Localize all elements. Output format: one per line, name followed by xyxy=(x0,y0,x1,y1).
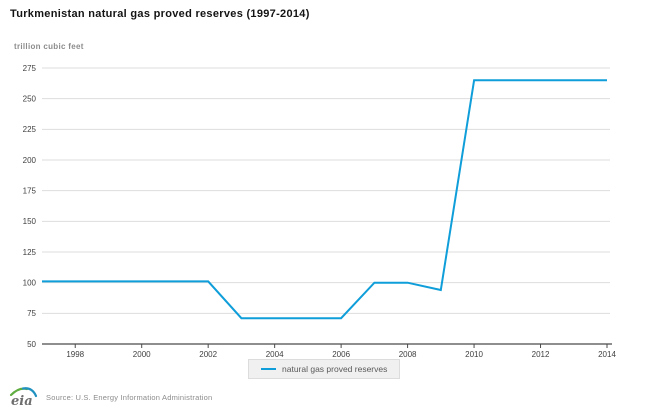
legend-item-natural-gas-proved-reserves[interactable]: natural gas proved reserves xyxy=(248,359,401,379)
x-axis-labels: 1998 2000 2002 2004 2006 2008 2010 2012 2014 xyxy=(66,350,616,358)
y-tick-label: 100 xyxy=(23,278,37,287)
x-tick-label: 2002 xyxy=(199,350,217,358)
x-tick-label: 2012 xyxy=(532,350,550,358)
x-tick-label: 2004 xyxy=(266,350,284,358)
x-tick-label: 2006 xyxy=(332,350,350,358)
series-line-natural-gas-proved-reserves xyxy=(42,79,607,320)
x-axis-ticks xyxy=(74,344,608,348)
y-tick-label: 150 xyxy=(23,217,37,226)
y-axis-unit-label: trillion cubic feet xyxy=(14,42,84,51)
eia-logo-text: eia xyxy=(11,394,33,409)
y-tick-label: 125 xyxy=(23,248,37,257)
y-tick-label: 250 xyxy=(23,94,37,103)
y-tick-label: 225 xyxy=(23,125,37,134)
line-chart-plot: 50 75 100 125 150 175 200 225 250 275 1998 2000 2002… xyxy=(23,64,617,358)
y-tick-label: 275 xyxy=(23,64,37,73)
legend: natural gas proved reserves xyxy=(248,359,401,379)
y-tick-label: 175 xyxy=(23,186,37,195)
legend-line-swatch-icon xyxy=(261,368,276,370)
x-tick-label: 2010 xyxy=(465,350,483,358)
x-tick-label: 2008 xyxy=(399,350,417,358)
y-tick-label: 50 xyxy=(27,340,36,349)
x-tick-label: 2014 xyxy=(598,350,616,358)
chart-title: Turkmenistan natural gas proved reserves… xyxy=(10,8,310,20)
x-tick-label: 1998 xyxy=(66,350,84,358)
gridlines xyxy=(42,67,610,314)
y-tick-label: 200 xyxy=(23,156,37,165)
x-tick-label: 2000 xyxy=(133,350,151,358)
y-tick-label: 75 xyxy=(27,309,36,318)
eia-logo-icon: eia xyxy=(8,385,39,409)
footer: eia Source: U.S. Energy Information Admi… xyxy=(8,385,212,409)
y-axis-labels: 50 75 100 125 150 175 200 225 250 275 xyxy=(23,64,37,349)
source-text: Source: U.S. Energy Information Administ… xyxy=(46,392,213,402)
legend-label: natural gas proved reserves xyxy=(282,364,388,374)
